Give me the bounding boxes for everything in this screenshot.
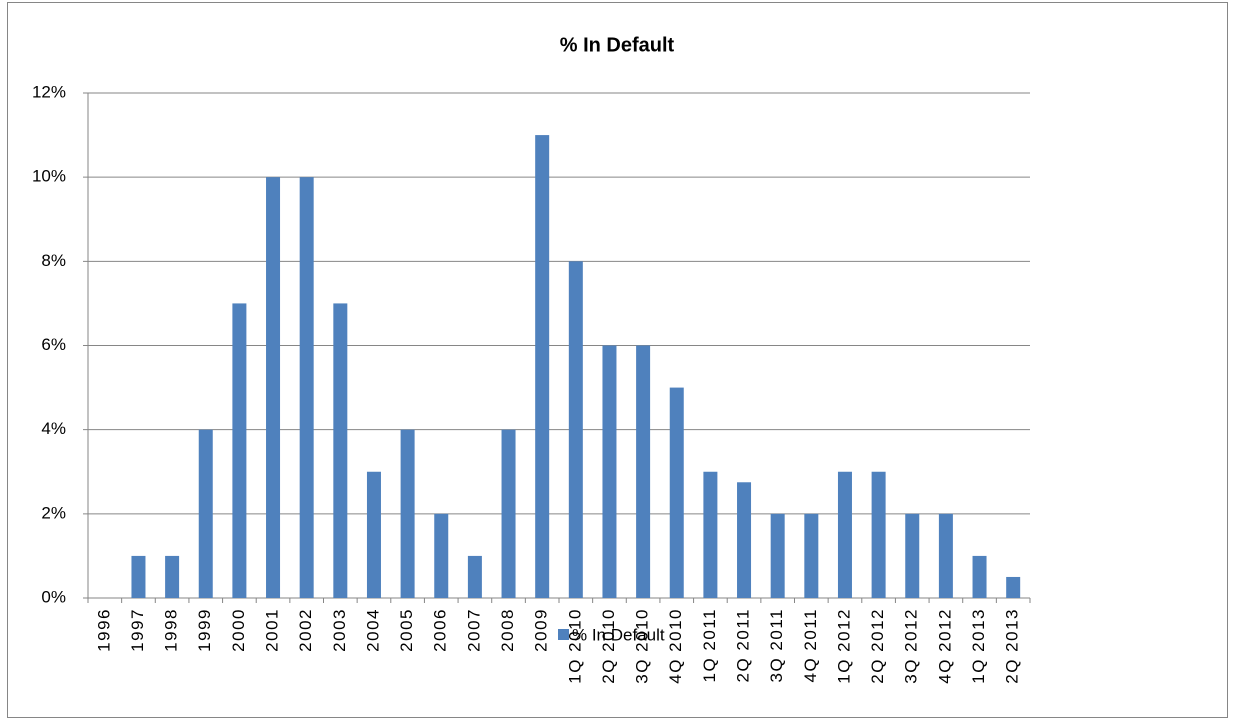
x-tick-label: 2001 [263,608,282,652]
bar [669,387,684,598]
bar [333,303,348,598]
chart-title: % In Default [560,34,675,56]
bar [467,555,482,598]
x-tick-label: 2003 [330,608,349,652]
bar [972,555,987,598]
y-tick-label: 10% [32,167,66,186]
y-tick-label: 2% [41,503,66,522]
bar [131,555,146,598]
y-tick-label: 6% [41,335,66,354]
x-tick-label: 2009 [532,608,551,652]
bar [501,429,516,598]
y-tick-label: 8% [41,251,66,270]
x-tick-label: 3Q 2011 [767,608,786,682]
y-tick-label: 0% [41,587,66,606]
x-tick-label: 1Q 2010 [565,608,584,684]
bar [837,471,852,598]
bar [198,429,213,598]
bar [905,513,920,598]
x-tick-label: 1Q 2013 [969,608,988,684]
bar [400,429,415,598]
bar [434,513,449,598]
x-tick-label: 2Q 2011 [734,608,753,682]
bar [165,555,180,598]
x-tick-label: 2004 [363,608,382,652]
x-tick-label: 1999 [195,608,214,652]
bar [737,482,752,598]
x-tick-label: 2Q 2013 [1003,608,1022,684]
bar [770,513,785,598]
x-tick-label: 2007 [464,608,483,652]
x-tick-label: 1Q 2012 [834,608,853,684]
x-tick-label: 4Q 2010 [666,608,685,684]
bar [938,513,953,598]
legend-label: % In Default [572,625,665,644]
x-tick-label: 2006 [431,608,450,652]
bar [871,471,886,598]
x-tick-label: 1Q 2011 [700,608,719,682]
bar [299,177,314,598]
x-tick-label: 3Q 2012 [902,608,921,684]
bar [266,177,281,598]
x-tick-label: 3Q 2010 [633,608,652,684]
x-tick-label: 2008 [498,608,517,652]
bar [636,345,651,598]
x-tick-label: 2Q 2010 [599,608,618,684]
bar [535,135,550,599]
x-tick-label: 2000 [229,608,248,652]
bar [1006,576,1021,598]
y-tick-label: 4% [41,419,66,438]
bar [366,471,381,598]
x-tick-label: 1997 [128,608,147,652]
x-tick-label: 2005 [397,608,416,652]
legend-swatch [558,629,569,640]
x-tick-label: 4Q 2012 [935,608,954,684]
x-tick-label: 2002 [296,608,315,652]
bar [703,471,718,598]
bar [804,513,819,598]
x-tick-label: 1996 [94,608,113,652]
y-tick-label: 12% [32,82,66,101]
bar [602,345,617,598]
x-tick-label: 4Q 2011 [801,608,820,682]
x-tick-label: 1998 [162,608,181,652]
x-tick-label: 2Q 2012 [868,608,887,684]
bar [232,303,247,598]
bar [568,261,583,598]
